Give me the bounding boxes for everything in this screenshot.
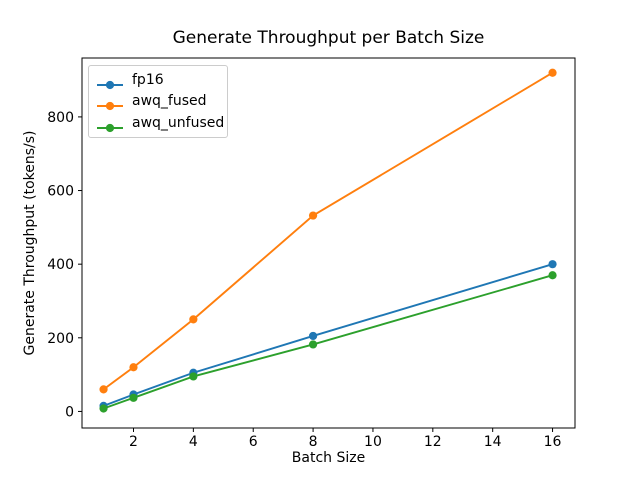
x-tick-label: 16: [544, 434, 562, 450]
x-tick-label: 14: [484, 434, 502, 450]
data-point-awq_unfused: [189, 372, 198, 381]
legend-line-marker-icon: [96, 96, 124, 111]
y-tick-label: 200: [47, 331, 74, 347]
x-tick-label: 12: [424, 434, 442, 450]
legend-line-marker-icon: [96, 75, 124, 89]
legend-item-awq-unfused: awq_unfused: [96, 112, 227, 134]
x-tick-label: 6: [249, 434, 258, 450]
y-axis-label: Generate Throughput (tokens/s): [22, 130, 38, 356]
legend-item-fp16: fp16: [96, 69, 227, 91]
y-tick-label: 600: [47, 184, 74, 200]
y-tick-label: 800: [47, 110, 74, 126]
data-point-awq_unfused: [129, 393, 138, 402]
data-point-awq_fused: [189, 315, 198, 324]
legend-label: awq_fused: [132, 93, 207, 110]
data-point-awq_unfused: [548, 271, 557, 280]
data-point-awq_fused: [129, 363, 138, 372]
data-point-awq_fused: [308, 211, 318, 220]
x-tick-label: 8: [309, 434, 318, 450]
y-tick-label: 400: [47, 257, 74, 273]
data-point-fp16: [548, 260, 557, 269]
y-tick-label: 0: [65, 404, 74, 420]
data-point-awq_fused: [548, 68, 557, 77]
chart-title: Generate Throughput per Batch Size: [172, 28, 485, 48]
legend-label: awq_unfused: [132, 114, 225, 131]
plot-frame: [81, 57, 576, 429]
legend-label: fp16: [132, 71, 164, 88]
x-axis-label: Batch Size: [291, 450, 366, 466]
data-point-awq_unfused: [308, 340, 318, 349]
legend-item-awq-fused: awq_fused: [96, 91, 227, 113]
x-tick-label: 4: [189, 434, 198, 450]
data-point-awq_unfused: [99, 404, 108, 413]
data-point-fp16: [308, 331, 318, 341]
x-tick-label: 10: [364, 434, 382, 450]
legend: fp16 awq_fused awq_unfused: [88, 65, 228, 138]
series-line-awq_unfused: [103, 274, 553, 410]
x-tick-label: 2: [129, 434, 138, 450]
data-point-awq_fused: [99, 385, 108, 394]
legend-line-marker-icon: [96, 118, 124, 132]
